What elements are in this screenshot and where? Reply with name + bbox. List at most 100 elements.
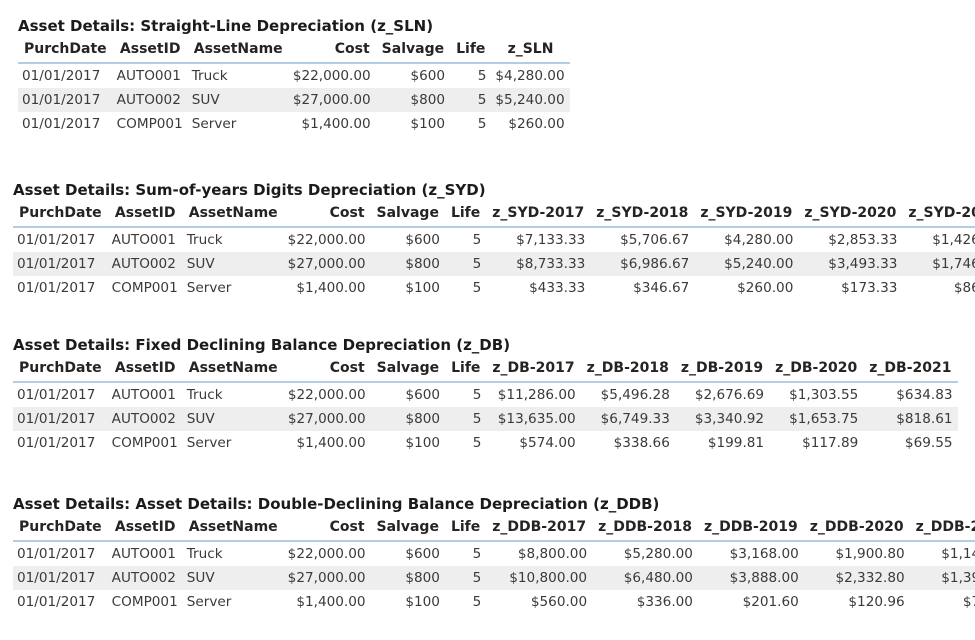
column-header-purchdate[interactable]: PurchDate [24, 41, 107, 57]
cell-cost: $27,000.00 [283, 566, 371, 590]
column-header-salvage[interactable]: Salvage [376, 519, 439, 535]
cell-life: 5 [444, 566, 487, 590]
cell-life: 5 [445, 407, 487, 431]
column-header-life[interactable]: Life [456, 41, 486, 57]
cell-salvage: $600 [405, 232, 440, 248]
column-header-assetid[interactable]: AssetID [114, 360, 176, 376]
cell-z-ddb-2018: $5,280.00 [623, 546, 693, 562]
column-header-z-sln[interactable]: z_SLN [507, 41, 554, 57]
cell-assetname: Truck [186, 546, 223, 562]
cell-cost: $27,000.00 [283, 252, 371, 276]
column-header-z-syd-2019[interactable]: z_SYD-2019 [700, 205, 793, 221]
cell-assetid: COMP001 [116, 116, 183, 132]
cell-life: 5 [477, 68, 487, 84]
table-row[interactable]: 01/01/2017 AUTO002 SUV $27,000.00 $800 5… [13, 407, 958, 431]
cell-z-ddb-2017: $10,800.00 [486, 566, 593, 590]
column-header-z-ddb-2017[interactable]: z_DDB-2017 [492, 519, 587, 535]
table-row[interactable]: 01/01/2017 AUTO002 SUV $27,000.00 $800 5… [13, 252, 975, 276]
column-header-z-syd-2021[interactable]: z_SYD-2021 [908, 205, 975, 221]
cell-purchdate: 01/01/2017 [17, 387, 96, 403]
column-header-cost[interactable]: Cost [334, 41, 370, 57]
cell-cost: $1,400.00 [301, 116, 371, 132]
cell-salvage: $600 [410, 68, 446, 84]
cell-z-ddb-2018: $6,480.00 [592, 566, 698, 590]
cell-z-db-2020: $1,653.75 [769, 407, 864, 431]
cell-salvage: $800 [370, 252, 445, 276]
column-header-z-ddb-2018[interactable]: z_DDB-2018 [598, 519, 692, 535]
cell-z-syd-2021: $86.67 [953, 280, 975, 296]
column-header-assetname[interactable]: AssetName [188, 519, 278, 535]
column-header-assetid[interactable]: AssetID [114, 205, 176, 221]
column-header-z-db-2018[interactable]: z_DB-2018 [586, 360, 669, 376]
column-header-salvage[interactable]: Salvage [381, 41, 445, 57]
table-row[interactable]: 01/01/2017 COMP001 Server $1,400.00 $100… [13, 431, 958, 455]
column-header-life[interactable]: Life [451, 360, 481, 376]
cell-purchdate: 01/01/2017 [17, 594, 96, 610]
column-header-purchdate[interactable]: PurchDate [19, 519, 102, 535]
cell-z-ddb-2021: $1,140.48 [941, 546, 975, 562]
cell-z-db-2018: $6,749.33 [580, 407, 675, 431]
column-header-assetname[interactable]: AssetName [188, 360, 278, 376]
column-header-cost[interactable]: Cost [329, 519, 365, 535]
column-header-z-ddb-2020[interactable]: z_DDB-2020 [809, 519, 904, 535]
column-header-z-db-2017[interactable]: z_DB-2017 [492, 360, 575, 376]
table-row[interactable]: 01/01/2017 COMP001 Server $1,400.00 $100… [18, 112, 570, 136]
column-header-salvage[interactable]: Salvage [376, 360, 440, 376]
cell-salvage: $800 [370, 407, 446, 431]
column-header-assetid[interactable]: AssetID [119, 41, 181, 57]
table-row[interactable]: 01/01/2017 AUTO001 Truck $22,000.00 $600… [18, 63, 570, 88]
cell-cost: $22,000.00 [287, 232, 366, 248]
column-header-z-db-2021[interactable]: z_DB-2021 [869, 360, 952, 376]
syd-table-title: Asset Details: Sum-of-years Digits Depre… [13, 181, 486, 199]
cell-purchdate: 01/01/2017 [13, 566, 108, 590]
cell-purchdate: 01/01/2017 [17, 280, 96, 296]
cell-cost: $1,400.00 [296, 280, 366, 296]
cell-assetid: AUTO002 [107, 407, 183, 431]
table-row[interactable]: 01/01/2017 AUTO002 SUV $27,000.00 $800 5… [18, 88, 570, 112]
column-header-life[interactable]: Life [450, 519, 481, 535]
table-header-row: PurchDate AssetID AssetName Cost Salvage… [18, 36, 570, 63]
column-header-z-db-2020[interactable]: z_DB-2020 [775, 360, 858, 376]
column-header-z-syd-2017[interactable]: z_SYD-2017 [492, 205, 585, 221]
ddb-table: PurchDate AssetID AssetName Cost Salvage… [13, 514, 975, 614]
cell-life: 5 [472, 594, 482, 610]
column-header-salvage[interactable]: Salvage [376, 205, 439, 221]
column-header-purchdate[interactable]: PurchDate [19, 205, 102, 221]
cell-z-syd-2020: $173.33 [841, 280, 898, 296]
table-row[interactable]: 01/01/2017 COMP001 Server $1,400.00 $100… [13, 590, 975, 614]
table-row[interactable]: 01/01/2017 AUTO001 Truck $22,000.00 $600… [13, 382, 958, 407]
column-header-assetname[interactable]: AssetName [188, 205, 278, 221]
cell-assetid: AUTO001 [116, 68, 181, 84]
column-header-cost[interactable]: Cost [329, 360, 365, 376]
column-header-z-ddb-2019[interactable]: z_DDB-2019 [703, 519, 798, 535]
sln-visual: Asset Details: Straight-Line Depreciatio… [18, 16, 570, 136]
column-header-assetid[interactable]: AssetID [114, 519, 176, 535]
column-header-cost[interactable]: Cost [329, 205, 365, 221]
column-header-life[interactable]: Life [450, 205, 481, 221]
table-row[interactable]: 01/01/2017 COMP001 Server $1,400.00 $100… [13, 276, 975, 300]
table-row[interactable]: 01/01/2017 AUTO002 SUV $27,000.00 $800 5… [13, 566, 975, 590]
column-header-assetname[interactable]: AssetName [193, 41, 283, 57]
column-header-purchdate[interactable]: PurchDate [19, 360, 102, 376]
db-table: PurchDate AssetID AssetName Cost Salvage… [13, 355, 958, 455]
cell-z-ddb-2021: $72.58 [962, 594, 975, 610]
table-row[interactable]: 01/01/2017 AUTO001 Truck $22,000.00 $600… [13, 227, 975, 252]
cell-life: 5 [450, 88, 492, 112]
column-header-z-syd-2020[interactable]: z_SYD-2020 [804, 205, 897, 221]
cell-z-ddb-2019: $3,888.00 [697, 566, 804, 590]
cell-cost: $1,400.00 [296, 435, 366, 451]
cell-salvage: $100 [405, 435, 441, 451]
cell-assetname: Truck [186, 232, 223, 248]
cell-assetid: AUTO002 [107, 566, 183, 590]
cell-cost: $22,000.00 [287, 387, 366, 403]
table-row[interactable]: 01/01/2017 AUTO001 Truck $22,000.00 $600… [13, 541, 975, 566]
cell-purchdate: 01/01/2017 [17, 546, 96, 562]
column-header-z-ddb-2021[interactable]: z_DDB-2021 [915, 519, 975, 535]
cell-assetname: SUV [182, 252, 284, 276]
column-header-z-syd-2018[interactable]: z_SYD-2018 [596, 205, 689, 221]
column-header-z-db-2019[interactable]: z_DB-2019 [680, 360, 764, 376]
cell-z-ddb-2021: $1,399.68 [909, 566, 975, 590]
cell-z-syd-2019: $260.00 [737, 280, 794, 296]
cell-assetname: SUV [182, 407, 284, 431]
cell-life: 5 [472, 546, 482, 562]
